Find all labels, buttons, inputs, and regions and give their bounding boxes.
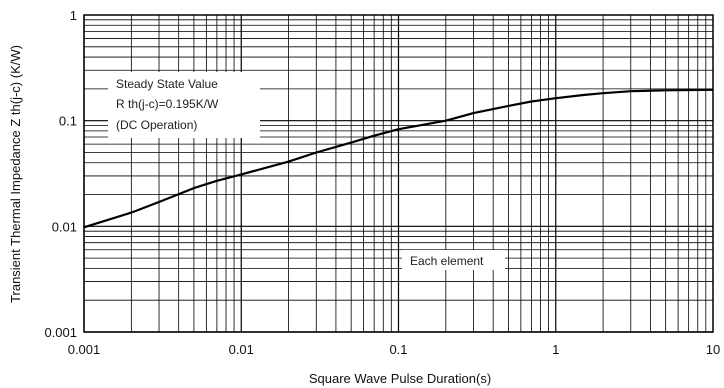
thermal-impedance-curve: [83, 88, 714, 229]
steady-state-value-label: Steady State Value: [116, 77, 218, 91]
steady-state-label-box: [108, 72, 260, 138]
rth-value-label: R th(j-c)=0.195K/W: [116, 97, 219, 111]
grid: [83, 14, 714, 333]
x-axis-title: Square Wave Pulse Duration(s): [309, 371, 491, 386]
each-element-label-box: [402, 250, 505, 270]
y-tick-label: 0.1: [59, 114, 77, 129]
y-axis-title: Transient Thermal Impedance Z th(j-c) (K…: [8, 45, 23, 303]
series: [83, 88, 714, 229]
plot-frame: [83, 14, 714, 333]
y-tick-label: 1: [70, 8, 77, 23]
annotations: Steady State Value R th(j-c)=0.195K/W (D…: [108, 72, 505, 270]
x-tick-label: 1: [552, 342, 559, 357]
x-tick-label: 10: [706, 342, 720, 357]
y-tick-label: 0.001: [44, 325, 77, 340]
each-element-label: Each element: [410, 254, 484, 268]
y-tick-label: 0.01: [52, 219, 77, 234]
x-tick-label: 0.01: [229, 342, 254, 357]
x-tick-label: 0.1: [389, 342, 407, 357]
x-tick-label: 0.001: [68, 342, 101, 357]
dc-operation-label: (DC Operation): [116, 118, 197, 132]
tick-labels: 0.001 0.01 0.1 1 10 0.001 0.01 0.1 1: [44, 8, 720, 357]
